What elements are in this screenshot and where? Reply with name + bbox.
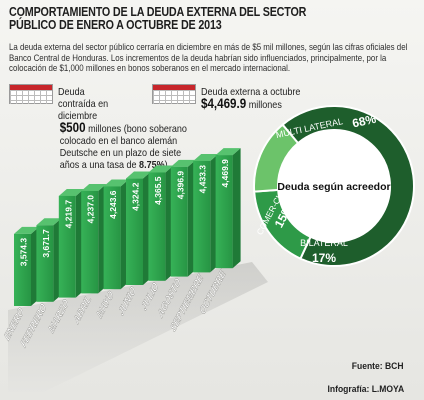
calendar-icon — [152, 84, 196, 104]
source-note: Fuente: BCH — [352, 361, 404, 372]
title-line-1: COMPORTAMIENTO DE LA DEUDA EXTERNA DEL S… — [9, 5, 307, 19]
bar-top — [170, 159, 196, 167]
bar-value-label: 4,396.9 — [175, 171, 185, 200]
bar-value-label: 3,574.3 — [19, 238, 29, 267]
bar-front — [193, 160, 211, 273]
donut-slice-comer-cial — [253, 123, 300, 193]
slice-label-bilateral: BILATERAL — [300, 238, 348, 248]
bar-value-label: 4,469.9 — [220, 159, 230, 188]
bar-value-label: 4,433.3 — [198, 165, 208, 194]
calendar-icon — [9, 84, 53, 104]
bar-top — [36, 218, 62, 226]
credit-note: Infografía: L.MOYA — [327, 384, 404, 395]
bar-value-label: 4,243.6 — [108, 190, 118, 219]
donut-slice-multi-lateral — [281, 105, 415, 267]
bar-front — [36, 225, 54, 302]
bar-top — [215, 148, 241, 156]
title-line-2: PÚBLICO DE ENERO A OCTUBRE DE 2013 — [9, 18, 222, 32]
october-unit: millones — [246, 99, 282, 111]
bar-top — [148, 165, 174, 173]
chart-subtitle: La deuda externa del sector público cerr… — [9, 42, 408, 74]
donut-title: Deuda según acreedor — [277, 181, 390, 193]
bar-chart: 3,574.3ENERO3,671.7FEBRERO4,219.7MARZO4,… — [3, 148, 268, 392]
chart-title: COMPORTAMIENTO DE LA DEUDA EXTERNA DEL S… — [9, 5, 307, 32]
bar-front — [58, 195, 76, 298]
bar-top — [58, 188, 84, 196]
december-annotation: Deuda contraída en diciembre $500 millon… — [58, 86, 239, 171]
slice-value-multilateral: 68% — [351, 112, 378, 131]
bar-top — [193, 153, 219, 161]
bar-front — [103, 186, 121, 290]
bar-value-label: 4,324.2 — [131, 182, 141, 211]
bar-front — [148, 172, 166, 281]
december-label: Deuda contraída en diciembre — [58, 86, 109, 122]
december-close: ) — [164, 159, 168, 171]
donut-chart: MULTI LATERAL 68%BILATERAL17%COMER-CIAL15… — [253, 105, 415, 267]
bar-top — [103, 179, 129, 187]
october-amount: $4,469.9 — [201, 96, 247, 111]
bar-value-label: 3,671.7 — [41, 229, 51, 258]
bar-top — [126, 171, 151, 179]
december-detail: millones (bono soberano colocado en el b… — [59, 123, 187, 171]
slice-value-bilateral: 17% — [312, 251, 336, 265]
october-label: Deuda externa a octubre — [201, 86, 301, 98]
chart-floor — [8, 262, 268, 392]
bar-front — [81, 190, 99, 294]
bar-value-label: 4,219.7 — [63, 200, 73, 229]
bar-front — [126, 178, 143, 285]
bar-value-label: 4,365.5 — [153, 176, 163, 205]
bar-front — [215, 155, 233, 269]
bar-front — [170, 166, 188, 277]
october-annotation: Deuda externa a octubre $4,469.9 millone… — [201, 86, 373, 111]
bar-value-label: 4,237.0 — [86, 195, 96, 224]
bar-front — [14, 233, 31, 306]
bar-side — [232, 148, 241, 269]
december-amount: $500 — [59, 120, 86, 135]
bar-top — [81, 183, 107, 191]
donut-center — [278, 130, 390, 242]
bar-top — [14, 226, 39, 234]
